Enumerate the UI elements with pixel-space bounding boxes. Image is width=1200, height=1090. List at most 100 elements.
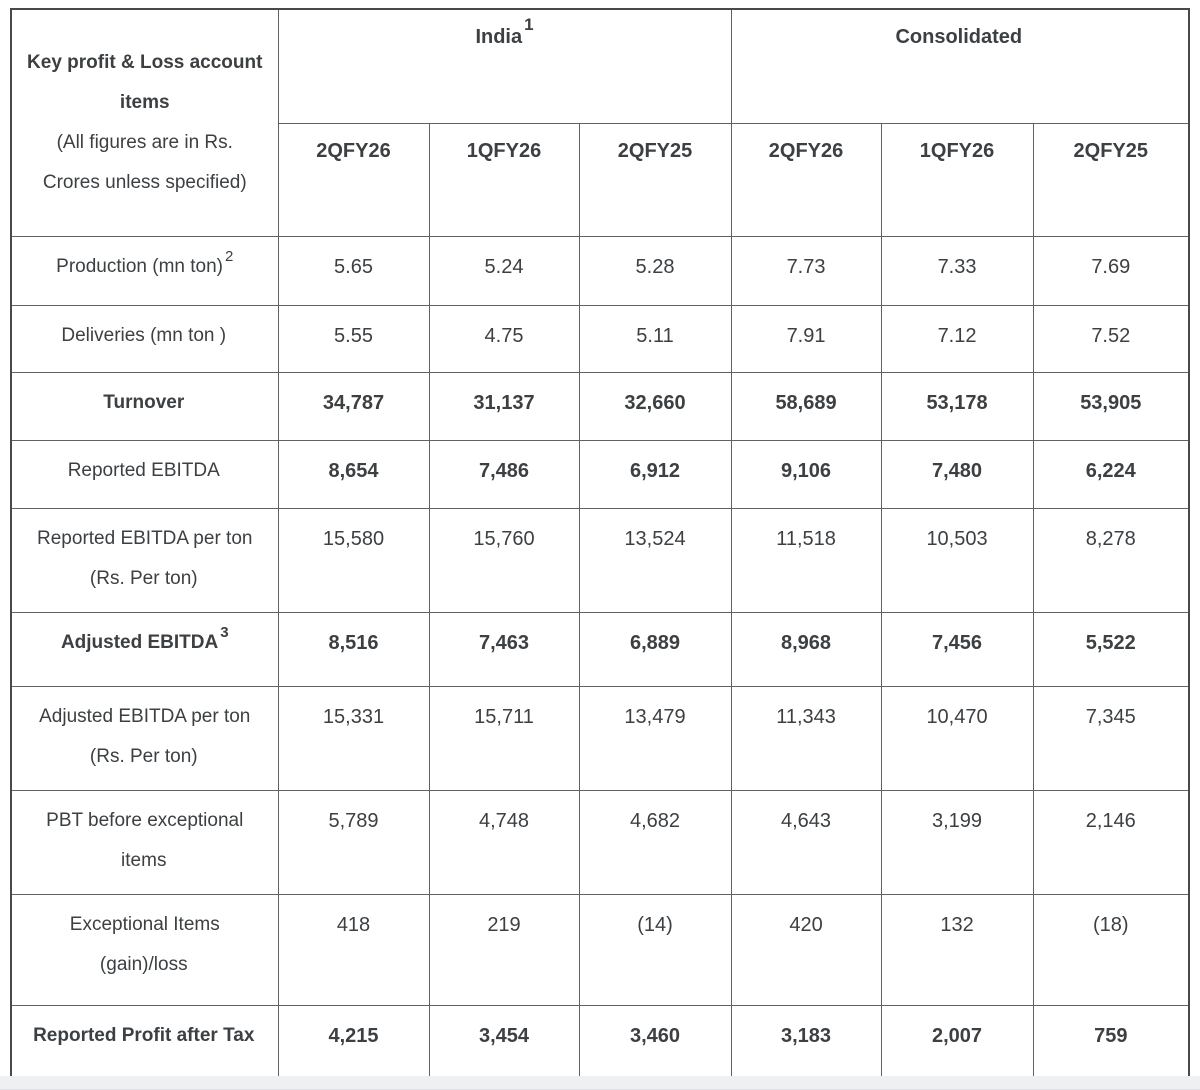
col-header-consol-2qfy26: 2QFY26 xyxy=(730,122,882,237)
data-cell: 11,343 xyxy=(730,685,882,791)
data-cell: 132 xyxy=(880,893,1034,1006)
data-cell: 8,278 xyxy=(1032,507,1190,613)
data-cell: 4,748 xyxy=(428,789,580,895)
data-cell: 4,215 xyxy=(277,1004,430,1079)
data-cell: 10,470 xyxy=(880,685,1034,791)
period-header-row: 2QFY26 1QFY26 2QFY25 2QFY26 1QFY26 2QFY2… xyxy=(11,122,1190,237)
group-header-consolidated: Consolidated xyxy=(730,8,1190,124)
group-header-india: India1 xyxy=(277,8,732,124)
data-cell: 11,518 xyxy=(730,507,882,613)
data-cell: 6,912 xyxy=(578,439,732,509)
data-cell: 7,463 xyxy=(428,611,580,687)
data-cell: (14) xyxy=(578,893,732,1006)
group-header-row: Key profit & Loss account items (All fig… xyxy=(10,8,1190,237)
data-cell: 6,224 xyxy=(1032,439,1190,509)
col-header-india-2qfy25: 2QFY25 xyxy=(578,122,732,237)
data-cell: 10,503 xyxy=(880,507,1034,613)
col-header-consol-2qfy25: 2QFY25 xyxy=(1032,122,1190,237)
data-cell: 4.75 xyxy=(428,304,580,373)
data-cell: 53,905 xyxy=(1032,371,1190,441)
row-label: Adjusted EBITDA 3 xyxy=(10,611,279,687)
data-cell: 3,460 xyxy=(578,1004,732,1079)
data-cell: 34,787 xyxy=(277,371,430,441)
row-label: Production (mn ton) 2 xyxy=(10,235,279,306)
data-cell: 31,137 xyxy=(428,371,580,441)
data-cell: 418 xyxy=(277,893,430,1006)
data-cell: 7.33 xyxy=(880,235,1034,306)
corner-header-cell: Key profit & Loss account items (All fig… xyxy=(10,8,279,237)
data-cell: 5.65 xyxy=(277,235,430,306)
row-label: Exceptional Items (gain)/loss xyxy=(10,893,279,1006)
data-cell: 4,643 xyxy=(730,789,882,895)
row-label: Deliveries (mn ton ) xyxy=(10,304,279,373)
table-row-adjusted-ebitda: Adjusted EBITDA 3 8,516 7,463 6,889 8,968… xyxy=(10,611,1190,687)
data-cell: 3,199 xyxy=(880,789,1034,895)
row-label: PBT before exceptional items xyxy=(10,789,279,895)
data-cell: 420 xyxy=(730,893,882,1006)
data-cell: 8,654 xyxy=(277,439,430,509)
data-cell: 15,331 xyxy=(277,685,430,791)
data-cell: 13,524 xyxy=(578,507,732,613)
row-label: Turnover xyxy=(10,371,279,441)
data-cell: 219 xyxy=(428,893,580,1006)
data-cell: 8,968 xyxy=(730,611,882,687)
data-cell: 5.11 xyxy=(578,304,732,373)
data-cell: 7,486 xyxy=(428,439,580,509)
data-cell: 58,689 xyxy=(730,371,882,441)
data-cell: 32,660 xyxy=(578,371,732,441)
data-cell: (18) xyxy=(1032,893,1190,1006)
table-row-reported-ebitda-per-ton: Reported EBITDA per ton (Rs. Per ton) 15… xyxy=(10,507,1190,613)
table-row-turnover: Turnover 34,787 31,137 32,660 58,689 53,… xyxy=(10,371,1190,441)
data-cell: 5,789 xyxy=(277,789,430,895)
data-cell: 759 xyxy=(1032,1004,1190,1079)
data-cell: 53,178 xyxy=(880,371,1034,441)
row-label: Reported EBITDA per ton (Rs. Per ton) xyxy=(10,507,279,613)
footnote-marker-3: 3 xyxy=(220,624,229,642)
data-cell: 5.24 xyxy=(428,235,580,306)
table-subtitle: (All figures are in Rs. Crores unless sp… xyxy=(42,131,247,193)
col-header-india-2qfy26: 2QFY26 xyxy=(277,122,430,237)
page-background-strip xyxy=(0,1076,1200,1090)
group-label-consolidated: Consolidated xyxy=(895,26,1023,48)
table-row-pbt: PBT before exceptional items 5,789 4,748… xyxy=(10,789,1190,895)
data-cell: 8,516 xyxy=(277,611,430,687)
group-label-india: India xyxy=(475,26,523,48)
col-header-india-1qfy26: 1QFY26 xyxy=(428,122,580,237)
table-title: Key profit & Loss account items xyxy=(27,51,263,113)
data-cell: 6,889 xyxy=(578,611,732,687)
table-row-reported-pat: Reported Profit after Tax 4,215 3,454 3,… xyxy=(10,1004,1190,1079)
data-cell: 3,183 xyxy=(730,1004,882,1079)
data-cell: 7.73 xyxy=(730,235,882,306)
data-cell: 5,522 xyxy=(1032,611,1190,687)
row-label: Reported EBITDA xyxy=(10,439,279,509)
data-cell: 15,580 xyxy=(277,507,430,613)
table-row-deliveries: Deliveries (mn ton ) 5.55 4.75 5.11 7.91… xyxy=(10,304,1190,373)
col-header-consol-1qfy26: 1QFY26 xyxy=(880,122,1034,237)
row-label: Adjusted EBITDA per ton (Rs. Per ton) xyxy=(10,685,279,791)
data-cell: 7,345 xyxy=(1032,685,1190,791)
data-cell: 13,479 xyxy=(578,685,732,791)
table-row-production: Production (mn ton) 2 5.65 5.24 5.28 7.73… xyxy=(10,235,1190,306)
table-row-adjusted-ebitda-per-ton: Adjusted EBITDA per ton (Rs. Per ton) 15… xyxy=(10,685,1190,791)
data-cell: 4,682 xyxy=(578,789,732,895)
data-cell: 15,760 xyxy=(428,507,580,613)
data-cell: 7.69 xyxy=(1032,235,1190,306)
data-cell: 3,454 xyxy=(428,1004,580,1079)
data-cell: 7,480 xyxy=(880,439,1034,509)
footnote-marker-2: 2 xyxy=(225,248,234,266)
footnote-marker-1: 1 xyxy=(524,15,534,35)
row-label: Reported Profit after Tax xyxy=(10,1004,279,1079)
profit-loss-table: Key profit & Loss account items (All fig… xyxy=(10,8,1191,1079)
data-cell: 2,146 xyxy=(1032,789,1190,895)
data-cell: 9,106 xyxy=(730,439,882,509)
data-cell: 2,007 xyxy=(880,1004,1034,1079)
data-cell: 5.55 xyxy=(277,304,430,373)
data-cell: 5.28 xyxy=(578,235,732,306)
data-cell: 7,456 xyxy=(880,611,1034,687)
data-cell: 7.52 xyxy=(1032,304,1190,373)
data-cell: 7.91 xyxy=(730,304,882,373)
data-cell: 7.12 xyxy=(880,304,1034,373)
table-row-exceptional-items: Exceptional Items (gain)/loss 418 219 (1… xyxy=(10,893,1190,1006)
data-cell: 15,711 xyxy=(428,685,580,791)
